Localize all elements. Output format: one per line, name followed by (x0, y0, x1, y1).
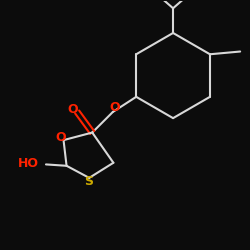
Text: O: O (68, 103, 78, 116)
Text: O: O (109, 101, 120, 114)
Text: O: O (55, 131, 66, 144)
Text: HO: HO (18, 156, 39, 170)
Text: S: S (84, 175, 93, 188)
